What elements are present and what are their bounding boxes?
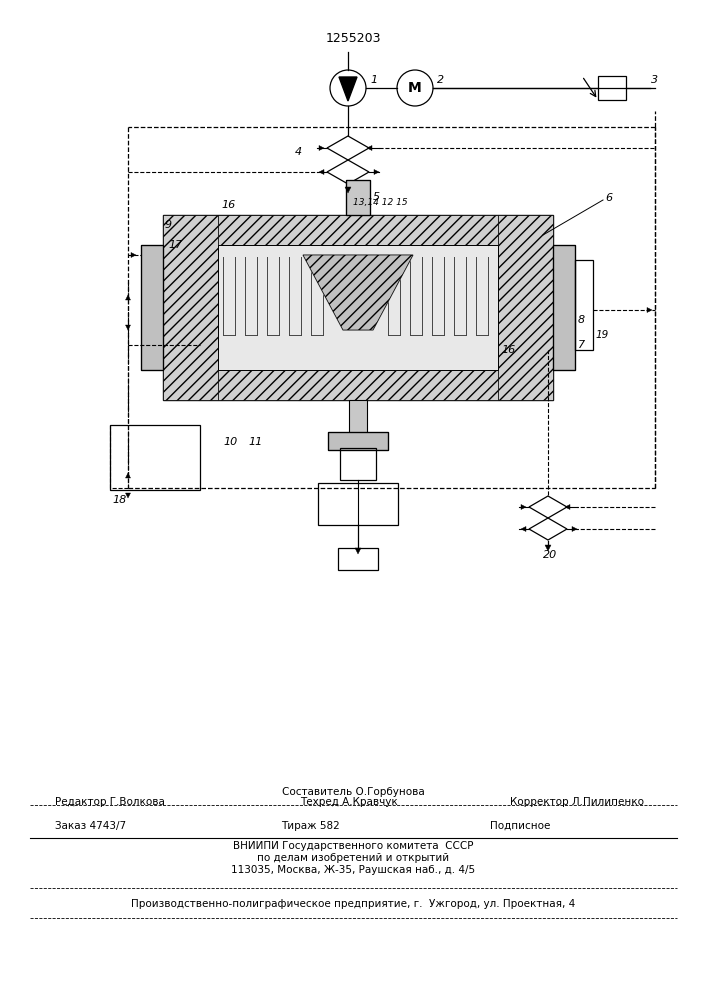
Text: 19: 19: [595, 330, 608, 340]
Text: по делам изобретений и открытий: по делам изобретений и открытий: [257, 853, 449, 863]
Text: 113035, Москва, Ж-35, Раушская наб., д. 4/5: 113035, Москва, Ж-35, Раушская наб., д. …: [231, 865, 475, 875]
Bar: [498, 215, 553, 400]
Text: Тираж 582: Тираж 582: [281, 821, 339, 831]
Text: Производственно-полиграфическое предприятие, г.  Ужгород, ул. Проектная, 4: Производственно-полиграфическое предприя…: [131, 899, 575, 909]
Text: 2: 2: [437, 75, 444, 85]
Polygon shape: [367, 145, 372, 150]
Text: 5: 5: [373, 192, 380, 202]
Text: Составитель О.Горбунова: Составитель О.Горбунова: [281, 787, 424, 797]
Polygon shape: [126, 295, 131, 300]
Bar: [340, 448, 376, 480]
Bar: [141, 245, 163, 370]
Polygon shape: [319, 145, 324, 150]
Bar: [349, 400, 367, 435]
Polygon shape: [319, 169, 324, 174]
Text: 16: 16: [501, 345, 515, 355]
Bar: [218, 215, 498, 245]
Bar: [338, 548, 378, 570]
Polygon shape: [345, 187, 351, 193]
Polygon shape: [355, 548, 361, 554]
Bar: [553, 245, 575, 370]
Text: Техред А.Кравчук: Техред А.Кравчук: [300, 797, 398, 807]
Polygon shape: [565, 504, 570, 510]
Text: 13,14 12 15: 13,14 12 15: [353, 198, 408, 207]
Bar: [328, 432, 388, 450]
Bar: [328, 432, 388, 450]
Bar: [218, 245, 498, 370]
Polygon shape: [303, 255, 413, 330]
Text: ВНИИПИ Государственного комитета  СССР: ВНИИПИ Государственного комитета СССР: [233, 841, 473, 851]
Bar: [575, 260, 593, 350]
Text: 10: 10: [223, 437, 238, 447]
Text: 4: 4: [295, 147, 302, 157]
Text: 7: 7: [578, 340, 585, 350]
Polygon shape: [374, 169, 379, 174]
Polygon shape: [647, 308, 652, 312]
Polygon shape: [339, 77, 357, 101]
Text: Корректор Л.Пилипенко: Корректор Л.Пилипенко: [510, 797, 644, 807]
Text: 3: 3: [651, 75, 658, 85]
Polygon shape: [572, 526, 577, 532]
Bar: [163, 215, 218, 400]
Bar: [598, 76, 626, 100]
Bar: [318, 483, 398, 525]
Text: Подписное: Подписное: [490, 821, 550, 831]
Bar: [218, 370, 498, 400]
Bar: [110, 425, 200, 490]
Text: 11: 11: [248, 437, 262, 447]
Bar: [163, 215, 553, 400]
Polygon shape: [126, 325, 131, 330]
Text: M: M: [408, 81, 422, 95]
Bar: [346, 180, 370, 215]
Polygon shape: [126, 493, 131, 498]
Text: 16: 16: [221, 200, 235, 210]
Bar: [346, 180, 370, 215]
Polygon shape: [131, 252, 136, 257]
Polygon shape: [521, 526, 526, 532]
Text: 9: 9: [165, 220, 172, 230]
Text: 8: 8: [578, 315, 585, 325]
Polygon shape: [545, 545, 551, 551]
Polygon shape: [521, 504, 526, 510]
Text: 17: 17: [168, 240, 182, 250]
Text: Редактор Г.Волкова: Редактор Г.Волкова: [55, 797, 165, 807]
Polygon shape: [303, 255, 413, 330]
Text: 1255203: 1255203: [325, 31, 381, 44]
Text: 18: 18: [112, 495, 127, 505]
Bar: [141, 245, 163, 370]
Text: 6: 6: [605, 193, 612, 203]
Polygon shape: [126, 473, 131, 478]
Text: 20: 20: [543, 550, 557, 560]
Text: 1: 1: [370, 75, 377, 85]
Text: Заказ 4743/7: Заказ 4743/7: [55, 821, 126, 831]
Bar: [553, 245, 575, 370]
